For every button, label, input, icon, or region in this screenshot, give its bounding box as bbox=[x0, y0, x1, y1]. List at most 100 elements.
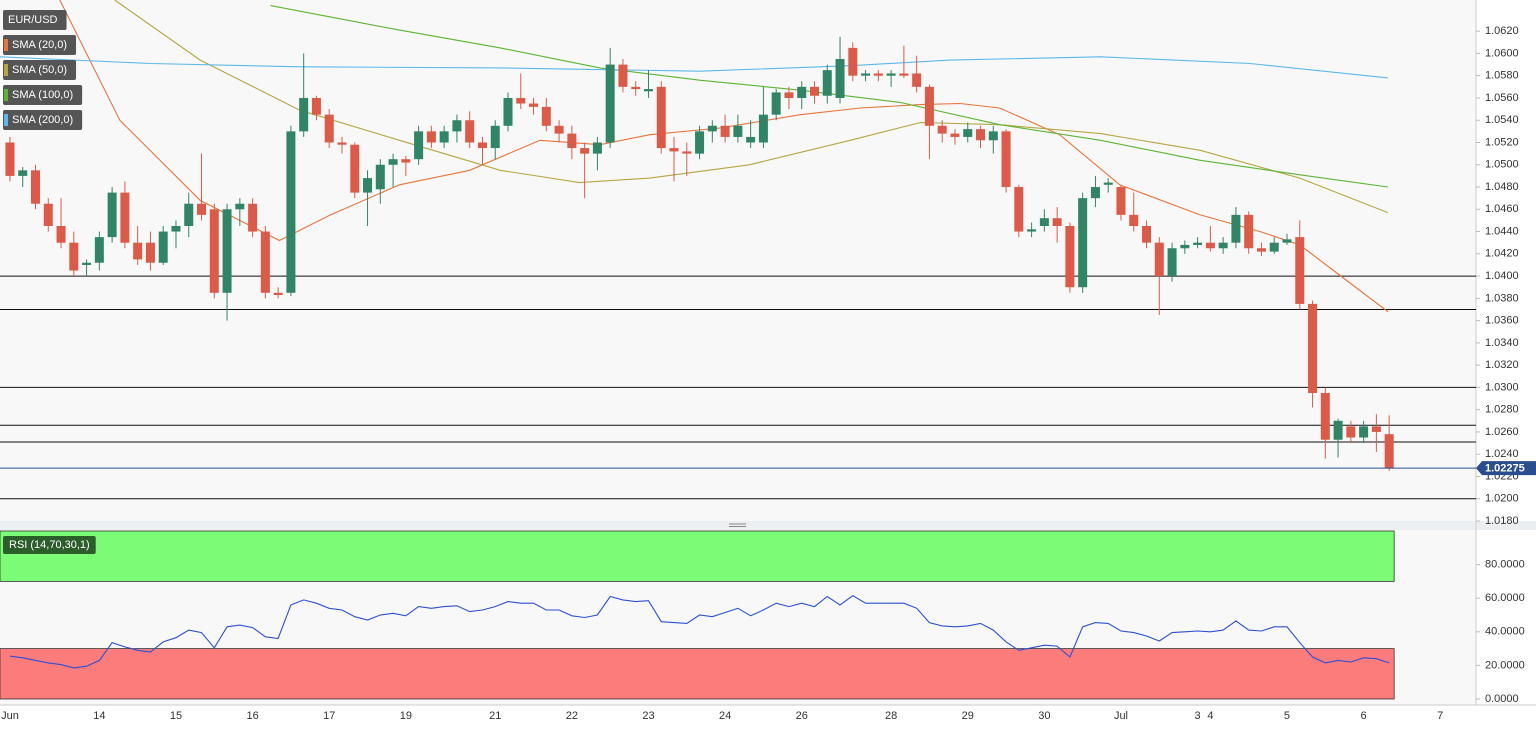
x-tick-label: 6 bbox=[1361, 710, 1367, 722]
last-price-tag: 1.02275 bbox=[1476, 461, 1536, 476]
candle-body bbox=[631, 86, 641, 90]
rsi-legend-label: RSI (14,70,30,1) bbox=[9, 539, 90, 551]
x-tick-label: 30 bbox=[1038, 710, 1050, 722]
candle-body bbox=[1333, 420, 1343, 440]
sma-legend-box bbox=[3, 60, 77, 80]
x-tick-label: 19 bbox=[400, 710, 412, 722]
x-tick-label: 4 bbox=[1207, 710, 1213, 722]
x-tick-label: 24 bbox=[719, 710, 731, 722]
candle-body bbox=[1014, 187, 1024, 232]
sma-legend[interactable]: SMA (100,0) bbox=[3, 85, 83, 105]
sma-line bbox=[270, 5, 1388, 188]
candle-body bbox=[94, 237, 104, 263]
sma-line bbox=[0, 56, 1388, 79]
x-tick-label: 15 bbox=[170, 710, 182, 722]
candle-body bbox=[950, 133, 960, 137]
candle-body bbox=[809, 86, 819, 96]
panel-divider[interactable] bbox=[0, 521, 1536, 530]
sma-legend-label: SMA (20,0) bbox=[12, 39, 67, 51]
candle-body bbox=[324, 114, 334, 143]
y-tick-label: 1.0440 bbox=[1485, 225, 1519, 237]
candle-body bbox=[5, 142, 15, 176]
y-tick-label: 1.0420 bbox=[1485, 248, 1519, 260]
candle-body bbox=[1078, 198, 1088, 288]
candle-body bbox=[337, 142, 347, 145]
oversold-zone bbox=[0, 648, 1395, 700]
x-tick-label: Jun bbox=[1, 710, 19, 722]
candle-body bbox=[1269, 242, 1279, 252]
x-tick-label: Jul bbox=[1114, 710, 1128, 722]
x-tick-label: 5 bbox=[1284, 710, 1290, 722]
candle-body bbox=[56, 225, 66, 243]
candle-body bbox=[516, 97, 526, 104]
y-tick-label: 1.0540 bbox=[1485, 114, 1519, 126]
candle-body bbox=[375, 164, 385, 190]
y-tick-label: 1.0560 bbox=[1485, 92, 1519, 104]
candle-body bbox=[643, 89, 653, 92]
sma-legend-box bbox=[3, 35, 77, 55]
candle-body bbox=[1308, 303, 1318, 393]
candle-body bbox=[822, 70, 832, 96]
candle-body bbox=[1039, 218, 1049, 226]
x-tick-label: 3 bbox=[1195, 710, 1201, 722]
candle-body bbox=[273, 292, 283, 296]
x-tick-label: 21 bbox=[489, 710, 501, 722]
candle-body bbox=[120, 192, 130, 243]
candle-body bbox=[286, 131, 296, 293]
candle-body bbox=[465, 120, 475, 143]
candle-body bbox=[1193, 242, 1203, 245]
sma-legend-label: SMA (100,0) bbox=[12, 89, 73, 101]
rsi-line bbox=[9, 595, 1390, 669]
candle-body bbox=[1371, 426, 1381, 432]
sma-legend[interactable]: SMA (50,0) bbox=[3, 60, 77, 80]
candle-body bbox=[1167, 248, 1177, 277]
candle-body bbox=[1180, 244, 1190, 249]
sma-legend-swatch bbox=[4, 89, 8, 101]
x-tick-label: 14 bbox=[93, 710, 105, 722]
sma-legend[interactable]: SMA (20,0) bbox=[3, 35, 77, 55]
x-tick-label: 16 bbox=[246, 710, 258, 722]
candle-body bbox=[477, 142, 487, 149]
candle-body bbox=[592, 142, 602, 154]
candle-body bbox=[1065, 225, 1075, 288]
x-tick-label: 28 bbox=[885, 710, 897, 722]
candle-body bbox=[350, 144, 360, 193]
candle-body bbox=[452, 120, 462, 132]
sma-legend-swatch bbox=[4, 114, 8, 126]
candle-body bbox=[439, 131, 449, 143]
x-tick-label: 22 bbox=[566, 710, 578, 722]
axes: 1.01801.02001.02201.02401.02601.02801.03… bbox=[1, 25, 1536, 722]
sma-legend-box bbox=[3, 110, 83, 130]
sma-legend-box bbox=[3, 85, 83, 105]
price-panel bbox=[0, 0, 1476, 521]
symbol-legend-box bbox=[3, 10, 67, 30]
candle-body bbox=[720, 125, 730, 137]
candle-body bbox=[1231, 214, 1241, 243]
candle-body bbox=[580, 148, 590, 154]
y-tick-label: 1.0340 bbox=[1485, 337, 1519, 349]
rsi-y-tick-label: 40.0000 bbox=[1485, 626, 1525, 638]
candle-body bbox=[873, 73, 883, 76]
x-tick-label: 17 bbox=[323, 710, 335, 722]
y-tick-label: 1.0320 bbox=[1485, 359, 1519, 371]
y-tick-label: 1.0600 bbox=[1485, 47, 1519, 59]
symbol-legend[interactable]: EUR/USD bbox=[3, 10, 67, 30]
candle-body bbox=[299, 97, 309, 132]
y-tick-label: 1.0300 bbox=[1485, 381, 1519, 393]
candle-body bbox=[1001, 131, 1011, 188]
rsi-legend[interactable]: RSI (14,70,30,1) bbox=[3, 536, 96, 554]
price-layer bbox=[0, 0, 1476, 500]
candle-body bbox=[145, 242, 155, 263]
candle-body bbox=[758, 114, 768, 143]
candle-body bbox=[1142, 225, 1152, 243]
sma-legend[interactable]: SMA (200,0) bbox=[3, 110, 83, 130]
sma-legend-swatch bbox=[4, 64, 8, 76]
candle-body bbox=[1320, 392, 1330, 440]
y-tick-label: 1.0460 bbox=[1485, 203, 1519, 215]
candle-body bbox=[1295, 237, 1305, 304]
candle-body bbox=[1244, 214, 1254, 249]
candle-body bbox=[69, 242, 79, 271]
y-tick-label: 1.0240 bbox=[1485, 448, 1519, 460]
candle-body bbox=[746, 136, 756, 143]
candle-body bbox=[541, 106, 551, 126]
